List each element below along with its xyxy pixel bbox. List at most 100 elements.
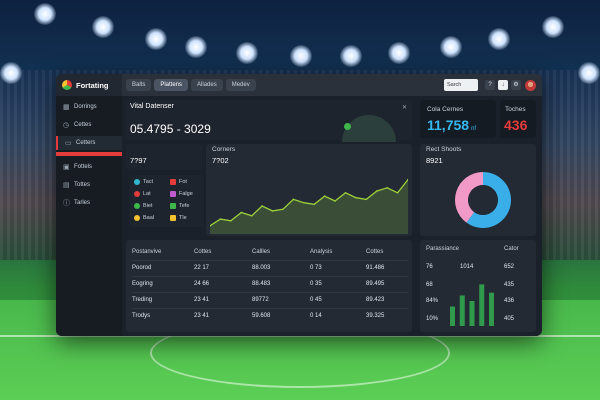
sidebar-item-label: Tottes <box>74 182 91 188</box>
legend-dot <box>170 203 176 209</box>
legend-label: Tefe <box>179 203 190 209</box>
legend-label: Lat <box>143 191 151 197</box>
side-cell: 84% <box>426 298 439 304</box>
sidebar-item-tarles[interactable]: ⓘ Tarles <box>56 196 122 210</box>
table-row[interactable]: Trodys 23 41 59.608 0 14 39.325 <box>132 307 408 324</box>
area-point <box>386 187 388 189</box>
area-point <box>210 224 211 227</box>
column-header[interactable]: Cottes <box>366 248 384 255</box>
legend-dot <box>170 215 176 221</box>
legend-dot <box>134 203 140 209</box>
cola-unit: nf <box>471 126 477 132</box>
legend-panel: Tact Fot Lat Falge Biet Tefe Baal Tle <box>130 175 204 227</box>
table-cell: 23 41 <box>194 307 252 324</box>
cola-value: 11,758 <box>427 117 470 133</box>
table-cell: 89.423 <box>366 291 408 308</box>
tab-allades[interactable]: Allades <box>191 79 223 91</box>
vital-value: 05.4795 - 3029 <box>130 122 211 136</box>
vital-panel: Vital Datenser 05.4795 - 3029 ✕ <box>126 100 412 142</box>
sidebar-item-tottes[interactable]: ▤ Tottes <box>56 178 122 192</box>
legend-item[interactable]: Tefe <box>170 203 189 209</box>
stadium-light-icon <box>542 16 564 38</box>
stadium-light-icon <box>488 28 510 50</box>
clock-icon: ◷ <box>63 121 70 129</box>
table-cell: 0 35 <box>310 275 366 292</box>
bar <box>489 292 494 326</box>
bar <box>459 295 465 326</box>
table-cell: 0 14 <box>310 307 366 324</box>
legend-item[interactable]: Lat <box>134 191 151 197</box>
sidebar-item-cettes[interactable]: ◷ Cettes <box>56 118 122 132</box>
brand[interactable]: Fortating <box>56 74 122 96</box>
stadium-light-icon <box>185 36 207 58</box>
legend-label: Tle <box>179 215 187 221</box>
close-icon[interactable]: ✕ <box>402 105 408 111</box>
area-point <box>396 191 399 194</box>
stadium-light-icon <box>236 42 258 64</box>
table-row[interactable]: Treding 23 41 89772 0 45 89.423 <box>132 291 408 308</box>
area-point <box>375 190 378 192</box>
table-cell: Eogring <box>132 275 194 292</box>
legend-label: Falge <box>179 191 193 197</box>
table-row[interactable]: Poorod 22 17 88.003 0 73 91.486 <box>132 259 408 276</box>
app-name: Fortating <box>76 80 109 90</box>
legend-item[interactable]: Fot <box>170 179 187 185</box>
cola-value-row: 11,758 nf <box>427 117 476 133</box>
table-header-row: Postanvive Cottes Callles Analysis Cotte… <box>132 244 408 260</box>
top-right-controls: Sarch ? ↓ ⚙ <box>444 79 542 91</box>
sidebar-item-fottels[interactable]: ▣ Fottels <box>56 160 122 174</box>
side-header-1[interactable]: Cator <box>504 246 519 252</box>
area-point <box>355 196 357 199</box>
table-cell: 59.608 <box>252 307 310 324</box>
info-icon: ⓘ <box>63 199 70 207</box>
area-point <box>219 218 222 220</box>
avatar[interactable] <box>525 79 536 91</box>
column-header[interactable]: Cottes <box>194 248 212 255</box>
area-point <box>282 208 284 211</box>
tab-plattens[interactable]: Plattens <box>154 79 189 91</box>
stadium-light-icon <box>34 3 56 25</box>
area-point <box>261 205 263 207</box>
legend-item[interactable]: Tact <box>134 179 153 185</box>
area-point <box>230 220 232 222</box>
cola-card: Cola Cernes 11,758 nf <box>420 100 496 138</box>
logo-icon <box>62 80 72 90</box>
side-header-0[interactable]: Parassiance <box>426 246 460 252</box>
table-cell: 0 45 <box>310 291 366 308</box>
help-button[interactable]: ? <box>485 80 495 90</box>
image-icon: ▣ <box>63 163 70 171</box>
tab-medev[interactable]: Medev <box>225 79 256 91</box>
legend-item[interactable]: Falge <box>170 191 193 197</box>
legend-item[interactable]: Biet <box>134 203 152 209</box>
sidebar-item-dorrings[interactable]: ▦ Dorrings <box>56 100 122 114</box>
area-point <box>250 215 253 217</box>
stadium-light-icon <box>578 62 600 84</box>
tab-balts[interactable]: Balts <box>126 79 152 91</box>
side-cell: 68 <box>426 282 433 288</box>
area-fill <box>210 179 408 234</box>
column-header[interactable]: Callles <box>252 248 271 255</box>
sidebar-item-label: Tarles <box>74 200 91 206</box>
side-bar-chart <box>450 284 494 326</box>
legend-item[interactable]: Baal <box>134 215 154 221</box>
sidebar-item-cetters[interactable]: ▭ Cetters <box>56 136 122 150</box>
stadium-light-icon <box>440 36 462 58</box>
toches-label: Toches <box>505 106 526 113</box>
toches-card: Toches 436 <box>500 100 536 138</box>
area-point <box>407 178 408 181</box>
download-button[interactable]: ↓ <box>498 80 508 90</box>
settings-button[interactable]: ⚙ <box>511 80 521 90</box>
table-cell: Poorod <box>132 259 194 276</box>
chart-icon: ▤ <box>63 181 70 189</box>
legend-item[interactable]: Tle <box>170 215 187 221</box>
donut-hole <box>468 185 498 215</box>
table-row[interactable]: Eogring 24 66 88.483 0 35 89.495 <box>132 275 408 292</box>
column-header[interactable]: Postanvive <box>132 248 162 255</box>
search-input[interactable]: Sarch <box>444 79 478 91</box>
column-header[interactable]: Analysis <box>310 248 333 255</box>
rect-shoots-donut <box>455 172 511 228</box>
main-table-panel: Postanvive Cottes Callles Analysis Cotte… <box>126 240 412 332</box>
vital-title: Vital Datenser <box>130 103 174 110</box>
sidebar-item-label: Fottels <box>74 164 93 170</box>
gauge-dot <box>344 123 351 130</box>
